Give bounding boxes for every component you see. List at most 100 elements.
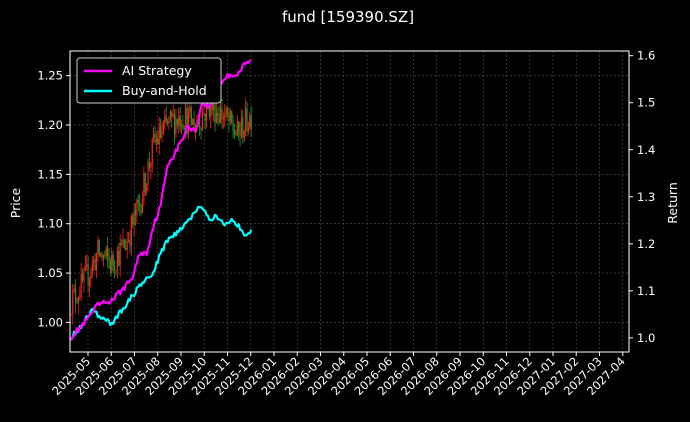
legend-box bbox=[76, 57, 222, 104]
candle-body bbox=[172, 114, 174, 117]
candle-body bbox=[182, 124, 184, 129]
candle-body bbox=[146, 184, 148, 193]
candle-body bbox=[178, 115, 180, 125]
right-tick-label: 1.2 bbox=[637, 237, 655, 251]
candle-body bbox=[168, 117, 170, 124]
left-axis: 1.00 1.05 1.10 1.15 1.20 1.25 bbox=[37, 69, 70, 329]
candle-body bbox=[93, 259, 95, 263]
candle-body bbox=[111, 254, 113, 271]
candle-body bbox=[94, 259, 96, 271]
candle-body bbox=[249, 114, 251, 128]
candle-body bbox=[239, 130, 241, 136]
candle-body bbox=[127, 240, 130, 242]
candle-body bbox=[218, 115, 220, 123]
right-axis: 1.0 1.1 1.2 1.3 1.4 1.5 1.6 bbox=[629, 49, 655, 345]
left-tick-label: 1.20 bbox=[37, 118, 63, 132]
candle-body bbox=[171, 111, 173, 117]
candle-body bbox=[175, 118, 177, 135]
candle-body bbox=[235, 134, 237, 136]
legend-label-ai: AI Strategy bbox=[122, 63, 192, 78]
candle-body bbox=[129, 240, 131, 246]
left-axis-title: Price bbox=[8, 187, 23, 218]
candle-body bbox=[126, 240, 128, 251]
candle-body bbox=[228, 116, 230, 122]
candle-body bbox=[161, 131, 163, 138]
candle-body bbox=[217, 113, 219, 116]
candle-body bbox=[147, 161, 149, 185]
candle-body bbox=[73, 288, 75, 291]
candle-body bbox=[164, 116, 166, 124]
candle-body bbox=[236, 121, 238, 136]
candle-body bbox=[84, 266, 86, 271]
candle-body bbox=[246, 108, 248, 132]
buy-and-hold-line bbox=[69, 205, 253, 341]
candle-body bbox=[201, 114, 204, 130]
candle-body bbox=[91, 262, 93, 274]
candle-body bbox=[176, 118, 178, 125]
candle-body bbox=[165, 116, 167, 122]
candle-body bbox=[208, 104, 210, 117]
candle-body bbox=[151, 138, 153, 164]
candle-body bbox=[81, 274, 84, 282]
candle-body bbox=[224, 115, 226, 118]
candle-body bbox=[250, 114, 252, 129]
candle-body bbox=[155, 138, 158, 143]
candle-body bbox=[70, 314, 72, 316]
candle-body bbox=[173, 114, 176, 135]
candle-body bbox=[116, 251, 118, 271]
right-tick-label: 1.4 bbox=[637, 143, 655, 157]
right-tick-label: 1.5 bbox=[637, 96, 655, 110]
plot-frame bbox=[69, 50, 630, 353]
right-tick-label: 1.1 bbox=[637, 284, 655, 298]
candle-body bbox=[115, 269, 117, 271]
candle-body bbox=[150, 163, 152, 168]
candle-body bbox=[136, 199, 138, 216]
candle-body bbox=[130, 216, 132, 246]
candle-body bbox=[203, 114, 205, 115]
candle-body bbox=[179, 115, 181, 127]
right-tick-label: 1.0 bbox=[637, 331, 655, 345]
candle-body bbox=[100, 253, 102, 256]
candle-body bbox=[206, 100, 208, 121]
left-tick-label: 1.10 bbox=[37, 217, 63, 231]
candle-body bbox=[190, 107, 192, 126]
right-axis-title: Return bbox=[665, 182, 680, 223]
candle-body bbox=[74, 288, 77, 302]
candle-body bbox=[137, 199, 139, 203]
candle-body bbox=[193, 118, 195, 132]
candle-body bbox=[105, 247, 107, 256]
candle-body bbox=[185, 107, 187, 130]
candle-body bbox=[133, 210, 135, 225]
candle-body bbox=[243, 131, 245, 139]
candle-body bbox=[148, 161, 151, 168]
candle-body bbox=[104, 255, 106, 256]
candle-body bbox=[166, 121, 169, 124]
candle-body bbox=[183, 128, 185, 130]
candle-body bbox=[119, 242, 121, 266]
candle-body bbox=[125, 247, 127, 251]
candle-body bbox=[120, 242, 123, 245]
candle-body bbox=[225, 108, 227, 116]
right-tick-label: 1.6 bbox=[637, 49, 655, 63]
candle-body bbox=[98, 240, 100, 256]
candle-body bbox=[242, 117, 244, 139]
candle-body bbox=[160, 126, 162, 138]
candle-body bbox=[143, 173, 145, 200]
candle-body bbox=[72, 290, 74, 315]
candle-body bbox=[153, 133, 155, 139]
candle-body bbox=[144, 173, 146, 193]
chart-title: fund [159390.SZ] bbox=[282, 8, 414, 26]
candle-body bbox=[108, 256, 110, 261]
candle-body bbox=[204, 114, 206, 121]
candle-body bbox=[186, 107, 188, 133]
left-tick-label: 1.05 bbox=[37, 266, 63, 280]
candle-body bbox=[79, 297, 81, 299]
candle-body bbox=[76, 301, 78, 304]
candle-body bbox=[154, 133, 156, 143]
candle-body bbox=[233, 130, 236, 135]
candle-body bbox=[140, 205, 142, 213]
candle-body bbox=[162, 123, 164, 132]
candle-body bbox=[215, 113, 217, 123]
candle-body bbox=[229, 110, 231, 122]
